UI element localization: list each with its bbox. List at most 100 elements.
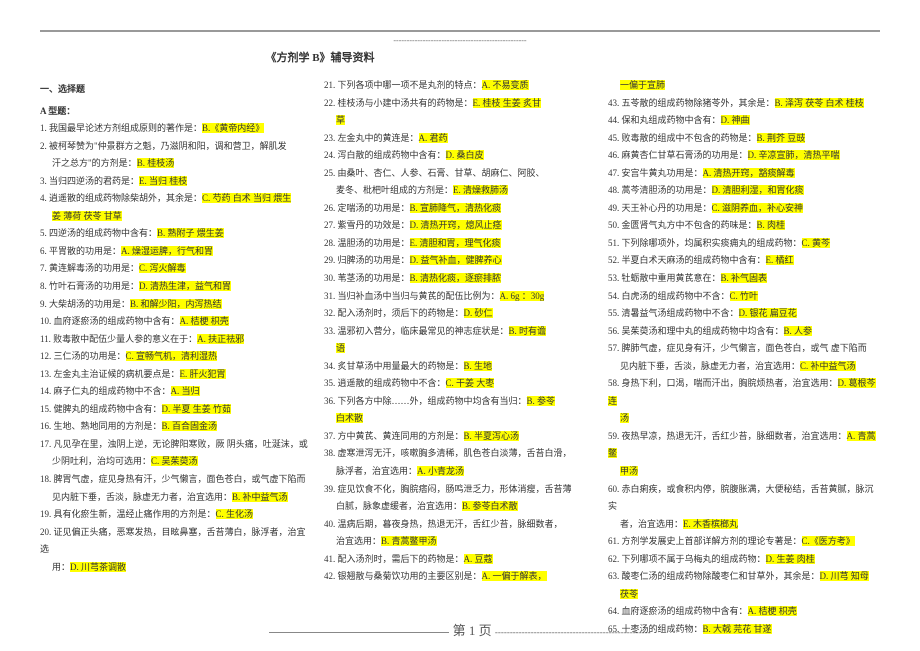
- question-line: 20. 证见偏正头痛，恶寒发热，目眩鼻塞，舌苔薄白，脉浮者，治宜选: [40, 524, 312, 559]
- highlighted-answer: A. 小青龙汤: [417, 466, 464, 476]
- highlighted-answer: A. 6g ：30g: [500, 291, 545, 301]
- highlighted-answer: D. 砂仁: [464, 308, 493, 318]
- question-line: 白术散: [324, 410, 596, 428]
- question-line: 汤: [608, 410, 880, 428]
- question-line: 27. 紫雪丹的功效是：D. 清热开窍，熄风止痉: [324, 217, 596, 235]
- question-line: 6. 平胃散的功用是：A. 燥湿运脾，行气和胃: [40, 243, 312, 261]
- question-line: 10. 血府逐瘀汤的组成药物中含有：A. 桔梗 枳壳: [40, 313, 312, 331]
- highlighted-answer: B. 百合固金汤: [162, 421, 218, 431]
- question-line: 40. 温病后期，暮夜身热，热退无汗，舌红少苔，脉细数者，: [324, 516, 596, 534]
- highlighted-answer: A. 君药: [419, 133, 448, 143]
- highlighted-answer: D. 清热开窍，熄风止痉: [410, 220, 502, 230]
- highlighted-answer: C.《医方考》: [802, 536, 855, 546]
- footer-page-number: 第 1 页: [453, 623, 492, 638]
- highlighted-answer: D. 桑白皮: [446, 150, 484, 160]
- highlighted-answer: 姜 薄荷 茯苓 甘草: [52, 211, 122, 221]
- highlighted-answer: B. 荆芥 豆豉: [757, 133, 806, 143]
- highlighted-answer: 白术散: [336, 413, 363, 423]
- highlighted-answer: E. 清胆和胃，理气化痰: [410, 238, 501, 248]
- highlighted-answer: C. 滋阴养血，补心安神: [712, 203, 804, 213]
- question-line: 48. 蒿芩清胆汤的功用是：D. 清胆利湿，和胃化痰: [608, 182, 880, 200]
- question-line: 19. 具有化瘀生新，温经止痛作用的方剂是：C. 生化汤: [40, 506, 312, 524]
- highlighted-answer: C. 泻火解毒: [139, 263, 186, 273]
- highlighted-answer: E. 木香槟榔丸: [683, 519, 738, 529]
- column-3: 一偏于宣肺43. 五苓散的组成药物除猪苓外，其余是：B. 泽泻 茯苓 白术 桂枝…: [608, 77, 880, 639]
- question-line: 44. 保和丸组成药物中含有：D. 神曲: [608, 112, 880, 130]
- highlighted-answer: B. 和解少阳，内泻热结: [130, 299, 222, 309]
- question-line: 7. 黄连解毒汤的功用是：C. 泻火解毒: [40, 260, 312, 278]
- highlighted-answer: E. 桂枝 生姜 炙甘: [473, 98, 542, 108]
- question-line: 39. 症见饮食不化，胸脘痞闷，肠鸣泄乏力，形体消瘦，舌苔薄: [324, 481, 596, 499]
- highlighted-answer: D. 辛凉宣肺，清热平喘: [748, 150, 840, 160]
- top-border: [40, 30, 880, 32]
- question-line: 12. 三仁汤的功用是：C. 宣畅气机，清利湿热: [40, 348, 312, 366]
- question-line: 37. 方中黄芪、黄连同用的方剂是：B. 半夏泻心汤: [324, 428, 596, 446]
- question-line: 56. 吴茱萸汤和理中丸的组成药物中均含有：B. 人参: [608, 323, 880, 341]
- question-line: 语: [324, 340, 596, 358]
- question-line: 23. 左金丸中的黄连是：A. 君药: [324, 130, 596, 148]
- highlighted-answer: B. 桂枝汤: [137, 158, 175, 168]
- question-line: 17. 凡见孕在里，浊阴上逆，无论脾阳寒败，厥 阴头痛，吐涎沫，或: [40, 436, 312, 454]
- highlighted-answer: A. 当归: [171, 386, 200, 396]
- question-line: 11. 败毒散中配伍少量人参的意义在于：A. 扶正祛邪: [40, 331, 312, 349]
- question-line: 54. 白虎汤的组成药物中不含：C. 竹叶: [608, 288, 880, 306]
- highlighted-answer: A. 桔梗 枳壳: [748, 606, 797, 616]
- highlighted-answer: D. 神曲: [721, 115, 750, 125]
- question-line: 茯苓: [608, 586, 880, 604]
- highlighted-answer: A. 清热开窍，豁痰解毒: [703, 168, 795, 178]
- question-line: 36. 下列各方中除……外，组成药物中均含有当归：B. 参苓: [324, 393, 596, 411]
- question-line: 4. 逍遥散的组成药物除柴胡外，其余是：C. 芍药 白术 当归 煨生: [40, 190, 312, 208]
- question-line: 5. 四逆汤的组成药物中含有：B. 熟附子 煨生姜: [40, 225, 312, 243]
- highlighted-answer: C. 干姜 大枣: [446, 378, 495, 388]
- question-line: 28. 温胆汤的功用是：E. 清胆和胃，理气化痰: [324, 235, 596, 253]
- top-dashes: ----------------------------------------…: [40, 36, 880, 45]
- question-line: 58. 身热下利，口渴，喘而汗出，胸脘烦热者，治宜选用：D. 葛根芩连: [608, 375, 880, 410]
- highlighted-answer: B. 参苓白术散: [462, 501, 518, 511]
- highlighted-answer: C. 黄芩: [802, 238, 831, 248]
- question-line: 16. 生地、熟地同用的方剂是：B. 百合固金汤: [40, 418, 312, 436]
- highlighted-answer: A. 桔梗 枳壳: [180, 316, 229, 326]
- highlighted-answer: 甲汤: [620, 466, 638, 476]
- highlighted-answer: C. 补中益气汤: [800, 361, 856, 371]
- highlighted-answer: C. 芍药 白术 当归 煨生: [202, 193, 291, 203]
- question-line: 甲汤: [608, 463, 880, 481]
- question-line: 3. 当归四逆汤的君药是：E. 当归 桂枝: [40, 173, 312, 191]
- question-line: 14. 麻子仁丸的组成药物中不含：A. 当归: [40, 383, 312, 401]
- highlighted-answer: D. 益气补血，健脾养心: [410, 255, 502, 265]
- question-line: 63. 酸枣仁汤的组成药物除酸枣仁和甘草外，其余是：D. 川芎 知母: [608, 568, 880, 586]
- content-columns: 一、选择题 A 型题： 1. 我国最早论述方剂组成原则的著作是：B.《黄帝内经》…: [40, 77, 880, 639]
- highlighted-answer: B. 肉桂: [757, 220, 786, 230]
- highlighted-answer: 茯苓: [620, 589, 638, 599]
- question-line: 1. 我国最早论述方剂组成原则的著作是：B.《黄帝内经》: [40, 120, 312, 138]
- column-2: 21. 下列各项中哪一项不是丸剂的特点：A. 不易变质22. 桂枝汤与小建中汤共…: [324, 77, 596, 639]
- question-line: 45. 败毒散的组成中不包含的药物是：B. 荆芥 豆豉: [608, 130, 880, 148]
- highlighted-answer: E. 当归 桂枝: [139, 176, 187, 186]
- question-line: 35. 逍遥散的组成药物中不含：C. 干姜 大枣: [324, 375, 596, 393]
- question-line: 26. 定喘汤的功用是：B. 宣肺降气，清热化痰: [324, 200, 596, 218]
- question-line: 治宜选用：B. 青蒿鳖甲汤: [324, 533, 596, 551]
- question-line: 见内脏下垂，舌淡，脉虚无力者，治宜选用：B. 补中益气汤: [40, 489, 312, 507]
- highlighted-answer: C. 生化汤: [216, 509, 254, 519]
- question-line: 46. 麻黄杏仁甘草石膏汤的功用是：D. 辛凉宣肺，清热平喘: [608, 147, 880, 165]
- question-line: 57. 脾肺气虚，症见身有汗，少气懒言，面色苍白，或气 虚下陷而: [608, 340, 880, 358]
- highlighted-answer: B. 补气固表: [721, 273, 768, 283]
- highlighted-answer: A. 一偏于解表，: [482, 571, 547, 581]
- highlighted-answer: D. 川芎茶调散: [70, 562, 126, 572]
- highlighted-answer: B. 宣肺降气，清热化痰: [410, 203, 502, 213]
- highlighted-answer: A. 不易变质: [482, 80, 529, 90]
- question-line: 22. 桂枝汤与小建中汤共有的药物是：E. 桂枝 生姜 炙甘: [324, 95, 596, 113]
- highlighted-answer: B. 时有谵: [509, 326, 547, 336]
- question-line: 13. 左金丸主治证候的病机要点是：E. 肝火犯胃: [40, 366, 312, 384]
- question-line: 62. 下列哪项不属于乌梅丸的组成药物：D. 生姜 肉桂: [608, 551, 880, 569]
- question-line: 姜 薄荷 茯苓 甘草: [40, 208, 312, 226]
- highlighted-answer: B. 熟附子 煨生姜: [157, 228, 224, 238]
- question-line: 50. 金匮肾气丸方中不包含的药味是：B. 肉桂: [608, 217, 880, 235]
- question-line: 31. 当归补血汤中当归与黄芪的配伍比例为：A. 6g ：30g: [324, 288, 596, 306]
- highlighted-answer: B. 半夏泻心汤: [464, 431, 520, 441]
- question-line: 18. 脾胃气虚，症见身热有汗，少气懒言，面色苍白，或气虚下陷而: [40, 471, 312, 489]
- question-line: 草: [324, 112, 596, 130]
- highlighted-answer: 一偏于宣肺: [620, 80, 665, 90]
- question-line: 47. 安宫牛黄丸功用是：A. 清热开窍，豁痰解毒: [608, 165, 880, 183]
- highlighted-answer: B. 人参: [784, 326, 813, 336]
- question-line: 汗之总方"的方剂是：B. 桂枝汤: [40, 155, 312, 173]
